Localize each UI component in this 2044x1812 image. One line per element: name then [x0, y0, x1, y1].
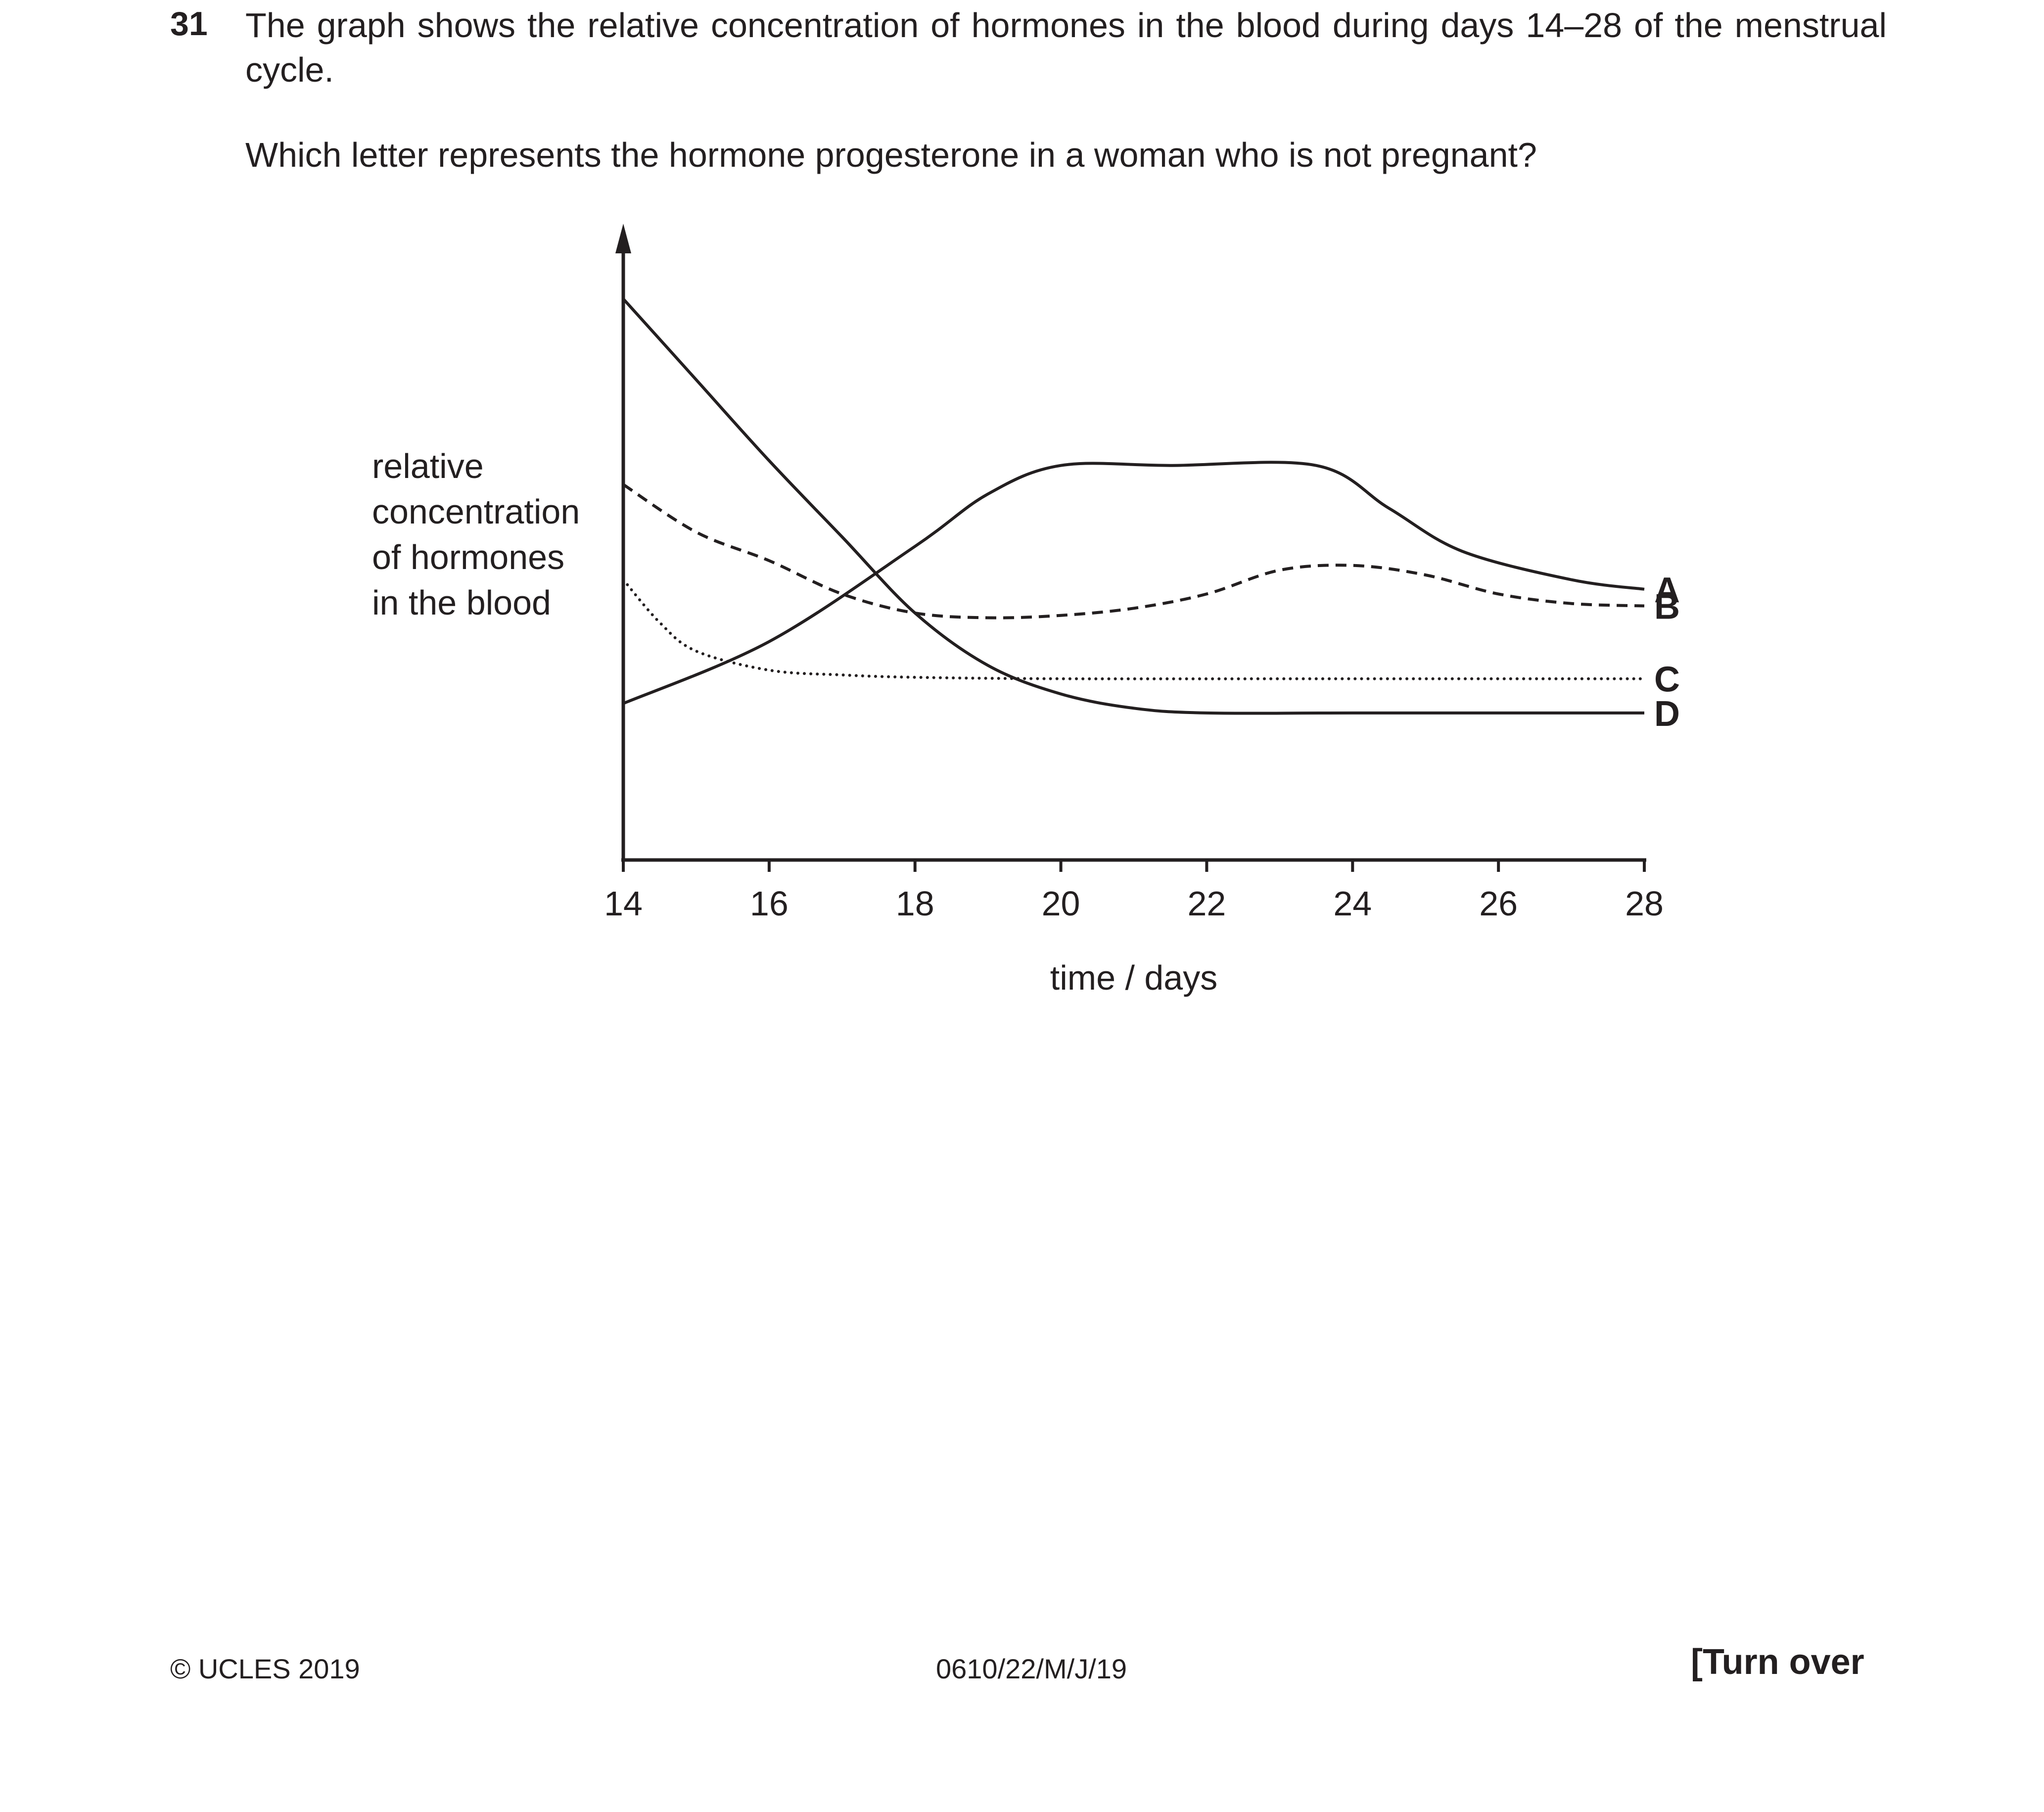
series-line-d [622, 297, 1644, 715]
series-label-b: B [1654, 587, 1680, 626]
y-axis-label-line: relative [372, 447, 484, 485]
x-tick-label: 14 [604, 884, 643, 923]
x-tick-label: 28 [1625, 884, 1664, 923]
x-axis-label: time / days [1050, 958, 1217, 997]
series-lines [622, 297, 1646, 715]
footer-turn-over: [Turn over [1691, 1642, 1864, 1682]
y-axis-label-line: of hormones [372, 538, 565, 576]
x-tick-label: 18 [896, 884, 934, 923]
y-axis-arrowhead [615, 224, 631, 253]
footer-paper-code: 0610/22/M/J/19 [936, 1653, 1127, 1684]
x-axis-ticks: 14 16 18 20 22 24 26 28 [604, 860, 1664, 923]
axes [615, 224, 1646, 862]
question-prompt: Which letter represents the hormone prog… [245, 136, 1537, 174]
x-tick-label: 26 [1479, 884, 1518, 923]
footer-copyright: © UCLES 2019 [170, 1653, 360, 1684]
series-line-b [622, 483, 1645, 620]
series-label-a: A [1654, 571, 1680, 610]
series-line-c [622, 578, 1646, 680]
x-tick-label: 22 [1187, 884, 1226, 923]
series-line-a [622, 461, 1645, 705]
series-label-c: C [1654, 660, 1680, 700]
x-tick-label: 16 [750, 884, 789, 923]
y-axis-label-line: concentration [372, 492, 580, 531]
y-axis-label: relative concentration of hormones in th… [372, 443, 580, 625]
y-axis-label-line: in the blood [372, 583, 551, 622]
question-number: 31 [170, 5, 208, 43]
x-tick-label: 20 [1042, 884, 1080, 923]
question-stem: The graph shows the relative concentrati… [245, 6, 1887, 89]
x-tick-label: 24 [1333, 884, 1372, 923]
series-label-d: D [1654, 694, 1680, 734]
